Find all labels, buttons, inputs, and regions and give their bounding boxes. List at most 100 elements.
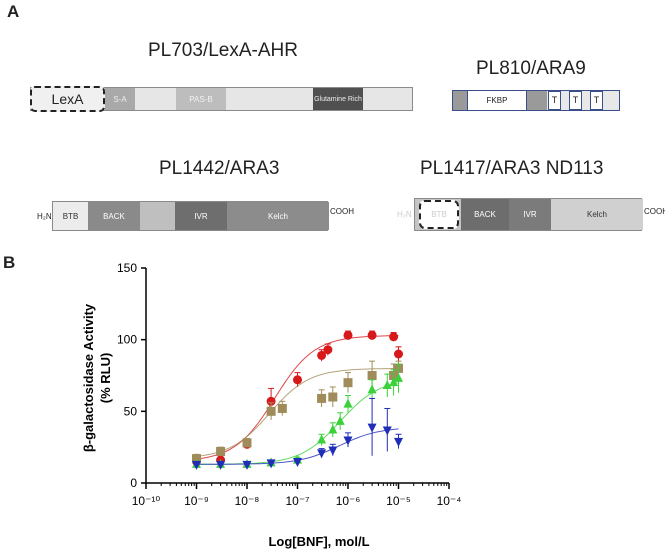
x-tick-label: 10⁻⁹ (184, 494, 209, 508)
lexa-ahr-construct-bar: LexA S-A PAS-B Glutamine Rich (30, 86, 413, 112)
ara3-nd113-title: PL1417/ARA3 ND113 (420, 158, 604, 179)
data-point-green (389, 369, 399, 396)
data-point-blue (192, 460, 201, 470)
x-tick-label: 10⁻⁵ (386, 494, 411, 508)
data-point-blue (367, 397, 377, 456)
data-point-red (343, 330, 353, 340)
x-tick-label: 10⁻⁴ (437, 494, 462, 508)
data-point-blue (328, 443, 338, 456)
ara3-n-terminus: H₂N (37, 212, 52, 221)
data-point-green (343, 395, 353, 413)
ara3-c-terminus: COOH (330, 207, 354, 216)
marker-square (328, 392, 338, 402)
marker-triangle-down (367, 423, 377, 433)
fit-curve-green (196, 382, 399, 465)
marker-circle (343, 330, 353, 340)
y-axis-label: β-galactosidase Activity (81, 303, 96, 452)
marker-circle (317, 350, 327, 360)
marker-triangle-down (382, 426, 392, 436)
ara9-title: PL810/ARA9 (476, 58, 586, 79)
y-tick-label: 50 (124, 404, 138, 418)
y-tick-label: 100 (117, 333, 137, 347)
marker-square (242, 438, 252, 448)
data-point-blue (242, 460, 252, 470)
chart-axes: 0 50 100 150 10⁻¹⁰ 10⁻⁹ 10⁻⁸ 10⁻⁷ 10⁻⁶ 10⁻⁵ 10⁻⁴ (117, 261, 461, 508)
lexa-domain: LexA (30, 86, 105, 112)
kelch-domain: Kelch (227, 202, 329, 230)
marker-circle (394, 349, 403, 359)
data-point-blue (293, 458, 302, 467)
btb-domain: BTB (53, 202, 88, 230)
tpr-domain-2: T (569, 91, 582, 110)
data-point-red (317, 349, 327, 362)
x-axis-label: Log[BNF], mol/L (268, 534, 369, 549)
data-point-green (367, 379, 377, 400)
nd113-kelch-domain: Kelch (551, 199, 643, 230)
marker-square (277, 403, 287, 413)
marker-circle (293, 375, 302, 385)
ara3-construct-bar: BTB BACK IVR Kelch (52, 201, 329, 231)
data-point-red (323, 343, 333, 356)
data-point-olive (242, 438, 252, 448)
tpr-domain-3: T (590, 91, 603, 110)
y-tick-label: 150 (117, 261, 137, 275)
marker-triangle-down (394, 437, 403, 447)
glutamine-rich-domain: Glutamine Rich (313, 88, 363, 110)
data-point-green (382, 373, 392, 397)
ara9-construct-bar: FKBP T T T (452, 90, 620, 111)
data-point-blue (394, 433, 403, 449)
pas-a-domain: S-A (105, 88, 135, 110)
marker-triangle-up (367, 384, 377, 394)
data-point-blue (216, 460, 226, 470)
ara9-n-segment (453, 91, 467, 110)
data-point-green (317, 433, 327, 446)
marker-square (192, 454, 201, 464)
data-point-blue (382, 407, 392, 452)
marker-triangle-up (328, 424, 338, 434)
data-point-green (328, 422, 338, 438)
data-point-blue (317, 448, 327, 459)
marker-circle (323, 345, 333, 355)
lexa-ahr-title: PL703/LexA-AHR (148, 40, 298, 61)
marker-square (343, 378, 353, 388)
ivr-domain: IVR (175, 202, 227, 230)
marker-triangle-down (192, 460, 201, 470)
data-point-green (335, 412, 345, 430)
data-point-red (293, 372, 302, 387)
chart-marks (192, 330, 403, 470)
x-tick-label: 10⁻⁷ (285, 494, 309, 508)
pas-b-domain: PAS-B (176, 88, 226, 110)
ara3-nd113-construct-bar: BTB BACK IVR Kelch (414, 198, 643, 231)
data-point-olive (266, 402, 276, 420)
data-point-olive (216, 446, 226, 456)
data-point-olive (328, 386, 338, 408)
marker-triangle-up (394, 372, 403, 382)
y-axis-unit-label: (% RLU) (98, 353, 113, 404)
marker-circle (266, 396, 276, 406)
data-point-red (389, 332, 399, 342)
data-point-blue (343, 432, 353, 448)
marker-triangle-down (216, 460, 226, 470)
data-point-red (367, 330, 377, 340)
marker-triangle-down (293, 458, 302, 467)
marker-triangle-down (317, 449, 327, 459)
x-tick-label: 10⁻⁸ (235, 494, 260, 508)
marker-square (317, 393, 327, 403)
ara3-nd113-c-terminus: COOH (644, 207, 665, 216)
marker-triangle-down (328, 446, 338, 456)
marker-square (367, 371, 377, 380)
fit-curve-olive (196, 368, 399, 457)
data-point-olive (277, 400, 287, 416)
data-point-olive (317, 389, 327, 408)
back-domain: BACK (88, 202, 140, 230)
data-point-green (394, 363, 403, 393)
nd113-back-domain: BACK (461, 199, 509, 230)
marker-triangle-up (343, 398, 353, 408)
panel-a-letter: A (7, 2, 20, 21)
tpr-domain-1: T (548, 91, 561, 110)
marker-circle (389, 332, 399, 342)
deleted-btb-domain: BTB (419, 200, 459, 229)
marker-circle (367, 330, 377, 340)
y-tick-label: 0 (130, 476, 137, 490)
